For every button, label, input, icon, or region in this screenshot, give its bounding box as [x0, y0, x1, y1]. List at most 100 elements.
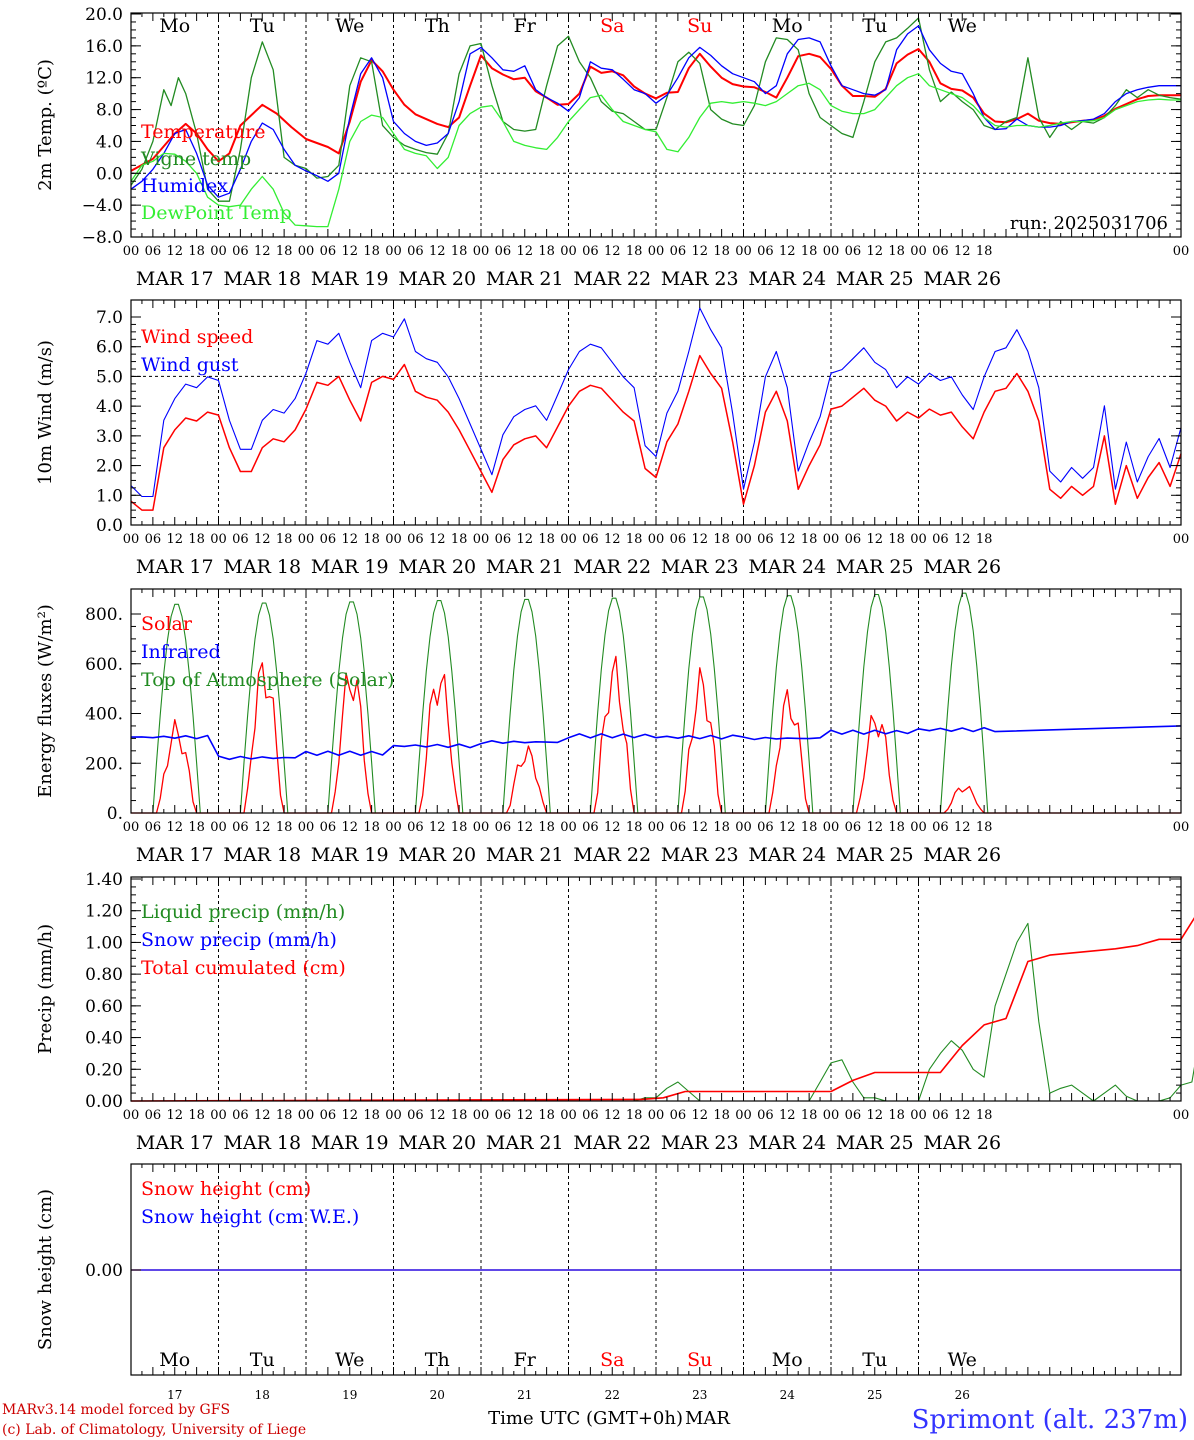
hour-tick-label: 06	[145, 244, 162, 259]
y-tick-label: 16.0	[85, 37, 123, 57]
hour-tick-label: 12	[866, 244, 883, 259]
hour-tick-label: 06	[757, 820, 774, 835]
y-tick-label: 0.0	[96, 164, 123, 184]
hour-tick-label: 06	[407, 244, 424, 259]
y-tick-label: 0.	[107, 804, 123, 824]
hour-tick-label: 06	[582, 244, 599, 259]
hour-tick-label: 00	[473, 532, 490, 547]
hour-tick-label: 18	[801, 820, 818, 835]
date-label: MAR 26	[923, 844, 1001, 866]
hour-tick-label: 00	[473, 1108, 490, 1123]
series-humidex-line	[130, 25, 1181, 198]
hour-tick-label: 12	[254, 820, 271, 835]
y-tick-label: 0.40	[85, 1029, 123, 1049]
hour-tick-label: 06	[670, 244, 687, 259]
hour-tick-label: 06	[757, 1108, 774, 1123]
y-axis-label: 2m Temp. (ºC)	[35, 59, 56, 191]
day-name-top: Th	[425, 15, 450, 37]
hour-tick-label: 00	[123, 244, 140, 259]
hour-tick-label: 18	[451, 244, 468, 259]
hour-tick-label: 00	[1173, 532, 1190, 547]
hour-tick-label: 00	[735, 532, 752, 547]
day-name-bottom: Sa	[600, 1349, 624, 1371]
day-name-top: Tu	[250, 15, 275, 37]
text-layer: 20.0 16.0 12.0 8.0 4.0 0.0 −4.0 −8.0 2m Temp. (º…	[35, 5, 1189, 1402]
hour-tick-label: 00	[560, 532, 577, 547]
hour-tick-label: 12	[166, 1108, 183, 1123]
day-name-top: Sa	[600, 15, 624, 37]
day-number: 26	[955, 1388, 970, 1402]
hour-tick-label: 12	[954, 1108, 971, 1123]
hour-tick-label: 00	[823, 532, 840, 547]
date-label: MAR 24	[748, 1132, 826, 1154]
hour-tick-label: 06	[145, 1108, 162, 1123]
hour-tick-label: 18	[801, 244, 818, 259]
date-label: MAR 19	[311, 268, 389, 290]
y-axis-label: 10m Wind (m/s)	[35, 340, 56, 485]
hour-tick-label: 18	[538, 1108, 555, 1123]
hour-tick-label: 00	[123, 1108, 140, 1123]
date-label: MAR 23	[661, 268, 739, 290]
y-tick-label: 2.0	[96, 457, 123, 477]
date-label: MAR 23	[661, 556, 739, 578]
date-label: MAR 21	[486, 268, 564, 290]
hour-tick-label: 18	[363, 1108, 380, 1123]
hour-tick-label: 00	[1173, 1108, 1190, 1123]
date-label: MAR 25	[836, 1132, 914, 1154]
hour-tick-label: 18	[451, 820, 468, 835]
hour-tick-label: 00	[210, 1108, 227, 1123]
day-name-bottom: Su	[687, 1349, 712, 1371]
credit-line-2: (c) Lab. of Climatology, University of L…	[2, 1422, 306, 1438]
hour-tick-label: 18	[188, 1108, 205, 1123]
date-label: MAR 20	[398, 844, 476, 866]
legend-entry: Top of Atmosphere (Solar)	[141, 669, 394, 691]
legend-entry: Wind gust	[141, 354, 239, 376]
date-label: MAR 17	[136, 1132, 214, 1154]
hour-tick-label: 18	[276, 820, 293, 835]
hour-tick-label: 00	[735, 1108, 752, 1123]
day-number: 24	[780, 1388, 796, 1402]
hour-tick-label: 18	[276, 244, 293, 259]
legend-entry: Snow precip (mm/h)	[141, 929, 337, 951]
hour-tick-label: 06	[932, 532, 949, 547]
hour-tick-label: 12	[516, 1108, 533, 1123]
hour-tick-label: 18	[276, 1108, 293, 1123]
x-axis-label: Time UTC (GMT+0h)	[488, 1408, 683, 1429]
hour-tick-label: 12	[779, 244, 796, 259]
hour-tick-label: 12	[866, 820, 883, 835]
day-name-top: Fr	[514, 15, 537, 37]
hour-tick-label: 00	[298, 244, 315, 259]
hour-tick-label: 18	[363, 532, 380, 547]
date-label: MAR 22	[573, 1132, 651, 1154]
day-number: 21	[517, 1388, 532, 1402]
hour-tick-label: 12	[691, 820, 708, 835]
day-name-bottom: Mo	[159, 1349, 190, 1371]
hour-tick-label: 18	[188, 244, 205, 259]
day-name-bottom: Th	[425, 1349, 450, 1371]
y-tick-label: 1.0	[96, 486, 123, 506]
y-tick-label: 4.0	[96, 397, 123, 417]
hour-tick-label: 06	[320, 244, 337, 259]
legend-entry: Vigne temp	[140, 148, 251, 170]
y-tick-label: 6.0	[96, 338, 123, 358]
hour-tick-label: 00	[735, 820, 752, 835]
hour-tick-label: 12	[691, 244, 708, 259]
date-label: MAR 18	[223, 844, 301, 866]
date-label: MAR 25	[836, 268, 914, 290]
hour-tick-label: 12	[341, 820, 358, 835]
day-name-top: Tu	[862, 15, 887, 37]
hour-tick-label: 12	[429, 820, 446, 835]
hour-tick-label: 12	[341, 532, 358, 547]
hour-tick-label: 06	[582, 820, 599, 835]
y-tick-label: 8.0	[96, 101, 123, 121]
hour-tick-label: 18	[713, 532, 730, 547]
hour-tick-label: 00	[210, 532, 227, 547]
hour-tick-label: 06	[145, 532, 162, 547]
hour-tick-label: 12	[341, 1108, 358, 1123]
day-number: 17	[167, 1388, 182, 1402]
y-tick-label: 200.	[85, 754, 123, 774]
y-tick-label: 1.20	[85, 902, 123, 922]
y-tick-label: 600.	[85, 655, 123, 675]
run-label: run: 2025031706	[1010, 213, 1168, 234]
